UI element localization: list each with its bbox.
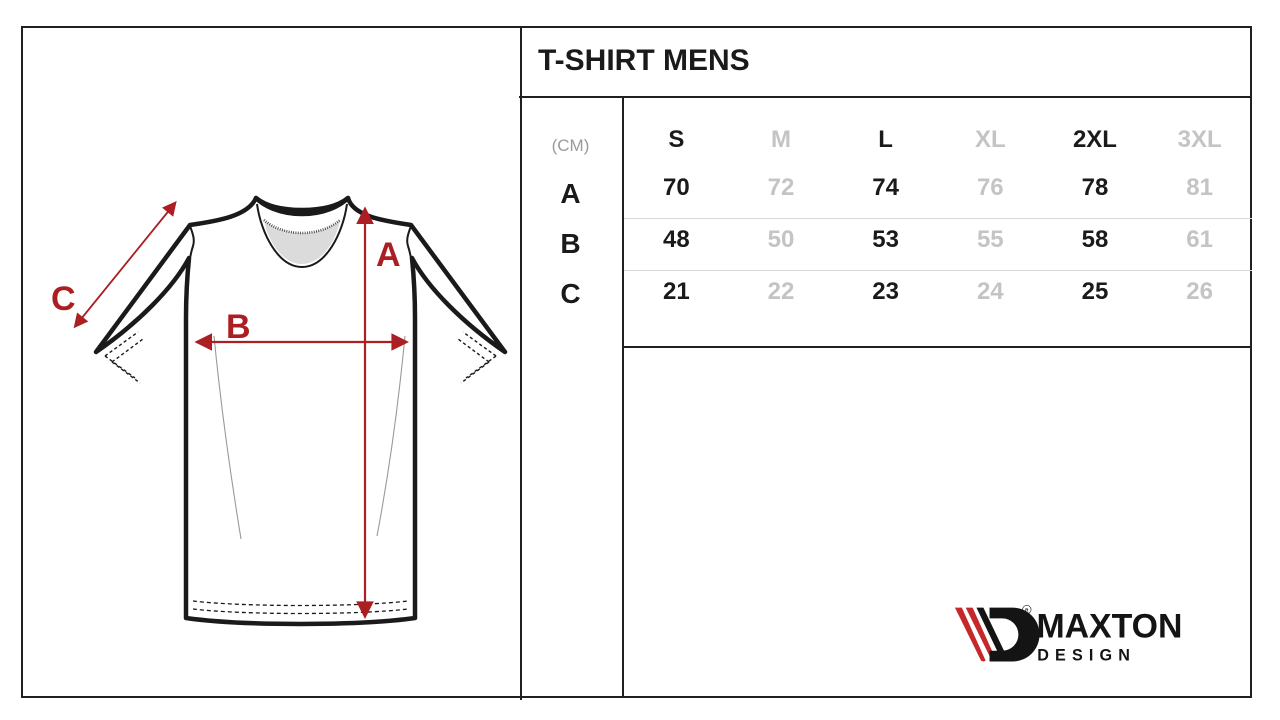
svg-text:R: R xyxy=(1025,607,1029,612)
svg-text:C: C xyxy=(51,280,76,318)
svg-text:DESIGN: DESIGN xyxy=(1037,647,1136,663)
svg-text:MAXTON: MAXTON xyxy=(1036,608,1182,646)
svg-text:B: B xyxy=(226,308,251,346)
svg-text:A: A xyxy=(376,236,401,274)
